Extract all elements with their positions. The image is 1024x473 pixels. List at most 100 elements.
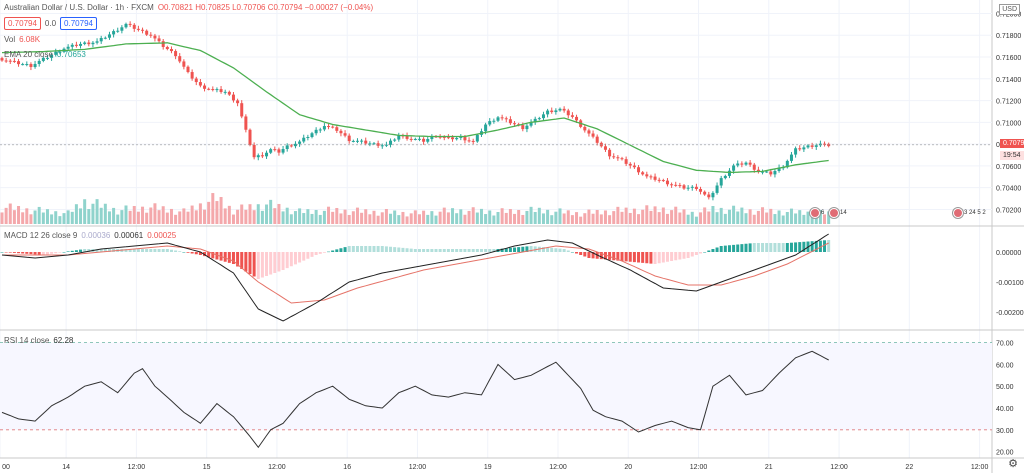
candle-body — [612, 156, 616, 158]
candle-body — [310, 133, 314, 138]
settings-gear-icon[interactable]: ⚙ — [1008, 458, 1018, 470]
candle-body — [45, 57, 49, 59]
price-tick-label: 0.70200 — [996, 207, 1021, 214]
macd-histogram-bar — [364, 246, 368, 252]
macd-histogram-bar — [810, 241, 814, 252]
ask-button[interactable]: 0.70794 — [60, 17, 97, 30]
volume-bar — [579, 216, 583, 224]
candle-body — [707, 194, 711, 198]
volume-bar — [285, 207, 289, 224]
volume-bar — [260, 210, 264, 224]
us-flag-icon — [810, 208, 820, 218]
macd-histogram-bar — [79, 249, 83, 252]
macd-hist-value: 0.00036 — [81, 231, 111, 240]
volume-bar — [327, 206, 331, 224]
volume-bar — [789, 208, 793, 224]
macd-histogram-bar — [661, 252, 665, 263]
candle-body — [719, 178, 723, 186]
candle-body — [211, 89, 215, 91]
candle-body — [446, 137, 450, 139]
volume-bar — [174, 214, 178, 224]
volume-bar — [203, 209, 207, 224]
volume-bar — [231, 214, 235, 224]
bid-button[interactable]: 0.70794 — [4, 17, 41, 30]
macd-histogram-bar — [389, 246, 393, 252]
candle-body — [190, 72, 194, 79]
candle-body — [393, 139, 397, 141]
macd-histogram-bar — [405, 248, 409, 252]
last-price-tag: 0.70794 — [1000, 139, 1024, 148]
rsi-tick-label: 50.00 — [996, 384, 1014, 391]
currency-badge[interactable]: USD — [999, 4, 1020, 15]
volume-bar — [740, 207, 744, 224]
macd-layer — [0, 233, 831, 322]
macd-histogram-bar — [107, 249, 111, 252]
volume-bar — [190, 205, 194, 224]
rsi-layer — [0, 342, 992, 449]
volume-bar — [471, 207, 475, 224]
volume-bar — [157, 210, 161, 224]
macd-histogram-bar — [752, 243, 756, 252]
candle-body — [347, 135, 351, 142]
macd-histogram-bar — [103, 249, 107, 252]
event-flag-2[interactable]: 14 — [829, 208, 847, 218]
macd-histogram-bar — [215, 252, 219, 260]
candle-body — [103, 37, 107, 39]
volume-bar — [169, 208, 173, 224]
macd-histogram-bar — [736, 244, 740, 252]
candle-body — [318, 129, 322, 131]
macd-histogram-bar — [645, 252, 649, 264]
price-tick-label: 0.71000 — [996, 120, 1021, 127]
volume-bar — [744, 213, 748, 224]
macd-histogram-bar — [269, 252, 273, 275]
macd-histogram-bar — [641, 252, 645, 263]
candle-body — [219, 89, 223, 92]
volume-bar — [442, 207, 446, 224]
volume-bar — [384, 208, 388, 224]
event-flag-1[interactable]: 6 — [810, 208, 824, 218]
volume-bar — [132, 206, 136, 224]
candle-body — [583, 126, 587, 131]
volume-legend[interactable]: Vol 6.08K — [4, 35, 40, 44]
macd-histogram-bar — [207, 252, 211, 258]
candle-body — [58, 51, 62, 53]
candle-body — [124, 23, 128, 28]
volume-bar — [583, 213, 587, 224]
candle-body — [492, 120, 496, 122]
macd-histogram-bar — [653, 252, 657, 264]
candle-body — [70, 44, 74, 47]
volume-bar — [372, 210, 376, 224]
volume-bar — [756, 210, 760, 224]
volume-bar — [120, 210, 124, 224]
macd-histogram-bar — [455, 249, 459, 252]
candle-body — [632, 165, 636, 168]
rsi-legend[interactable]: RSI 14 close 62.28 — [4, 336, 73, 345]
volume-bar — [153, 203, 157, 224]
macd-histogram-bar — [562, 249, 566, 252]
event-flag-3[interactable]: 3 24 5 2 — [953, 208, 986, 218]
volume-bar — [479, 208, 483, 224]
macd-histogram-bar — [715, 247, 719, 252]
volume-bar — [827, 211, 831, 224]
macd-histogram-bar — [508, 247, 512, 252]
volume-bar — [467, 210, 471, 224]
volume-bar — [562, 213, 566, 224]
macd-histogram-bar — [128, 249, 132, 252]
volume-bar — [397, 215, 401, 224]
macd-histogram-bar — [87, 249, 91, 252]
macd-histogram-bar — [459, 249, 463, 252]
macd-histogram-bar — [827, 240, 831, 252]
macd-legend[interactable]: MACD 12 26 close 9 0.00036 0.00061 0.000… — [4, 231, 176, 240]
macd-histogram-bar — [603, 252, 607, 260]
macd-histogram-bar — [161, 249, 165, 252]
macd-histogram-bar — [277, 252, 281, 272]
ema-legend[interactable]: EMA 20 close 0.70653 — [4, 50, 86, 59]
candle-body — [364, 140, 368, 144]
volume-bar — [715, 212, 719, 224]
volume-bar — [33, 210, 37, 224]
candle-body — [281, 149, 285, 153]
macd-histogram-bar — [583, 252, 587, 257]
volume-bar — [686, 214, 690, 224]
macd-histogram-bar — [322, 252, 326, 253]
volume-bar — [339, 213, 343, 224]
